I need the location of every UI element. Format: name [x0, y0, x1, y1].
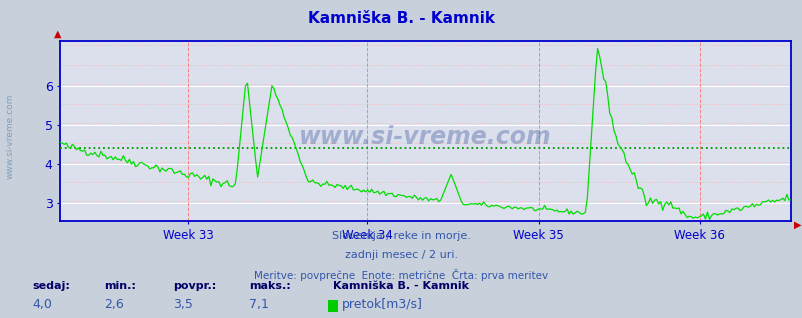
Text: ▶: ▶ [792, 220, 800, 230]
Text: Kamniška B. - Kamnik: Kamniška B. - Kamnik [308, 11, 494, 26]
Text: maks.:: maks.: [249, 281, 290, 291]
Text: Kamniška B. - Kamnik: Kamniška B. - Kamnik [333, 281, 468, 291]
Text: www.si-vreme.com: www.si-vreme.com [6, 94, 15, 179]
Text: www.si-vreme.com: www.si-vreme.com [299, 125, 551, 149]
Text: Meritve: povprečne  Enote: metrične  Črta: prva meritev: Meritve: povprečne Enote: metrične Črta:… [254, 269, 548, 281]
Text: 2,6: 2,6 [104, 299, 124, 311]
Text: Slovenija / reke in morje.: Slovenija / reke in morje. [332, 231, 470, 240]
Text: sedaj:: sedaj: [32, 281, 70, 291]
Text: pretok[m3/s]: pretok[m3/s] [342, 299, 423, 311]
Text: povpr.:: povpr.: [172, 281, 216, 291]
Text: min.:: min.: [104, 281, 136, 291]
Text: zadnji mesec / 2 uri.: zadnji mesec / 2 uri. [345, 250, 457, 259]
Text: ▲: ▲ [54, 29, 61, 38]
Text: 3,5: 3,5 [172, 299, 192, 311]
Text: 7,1: 7,1 [249, 299, 269, 311]
Text: 4,0: 4,0 [32, 299, 52, 311]
